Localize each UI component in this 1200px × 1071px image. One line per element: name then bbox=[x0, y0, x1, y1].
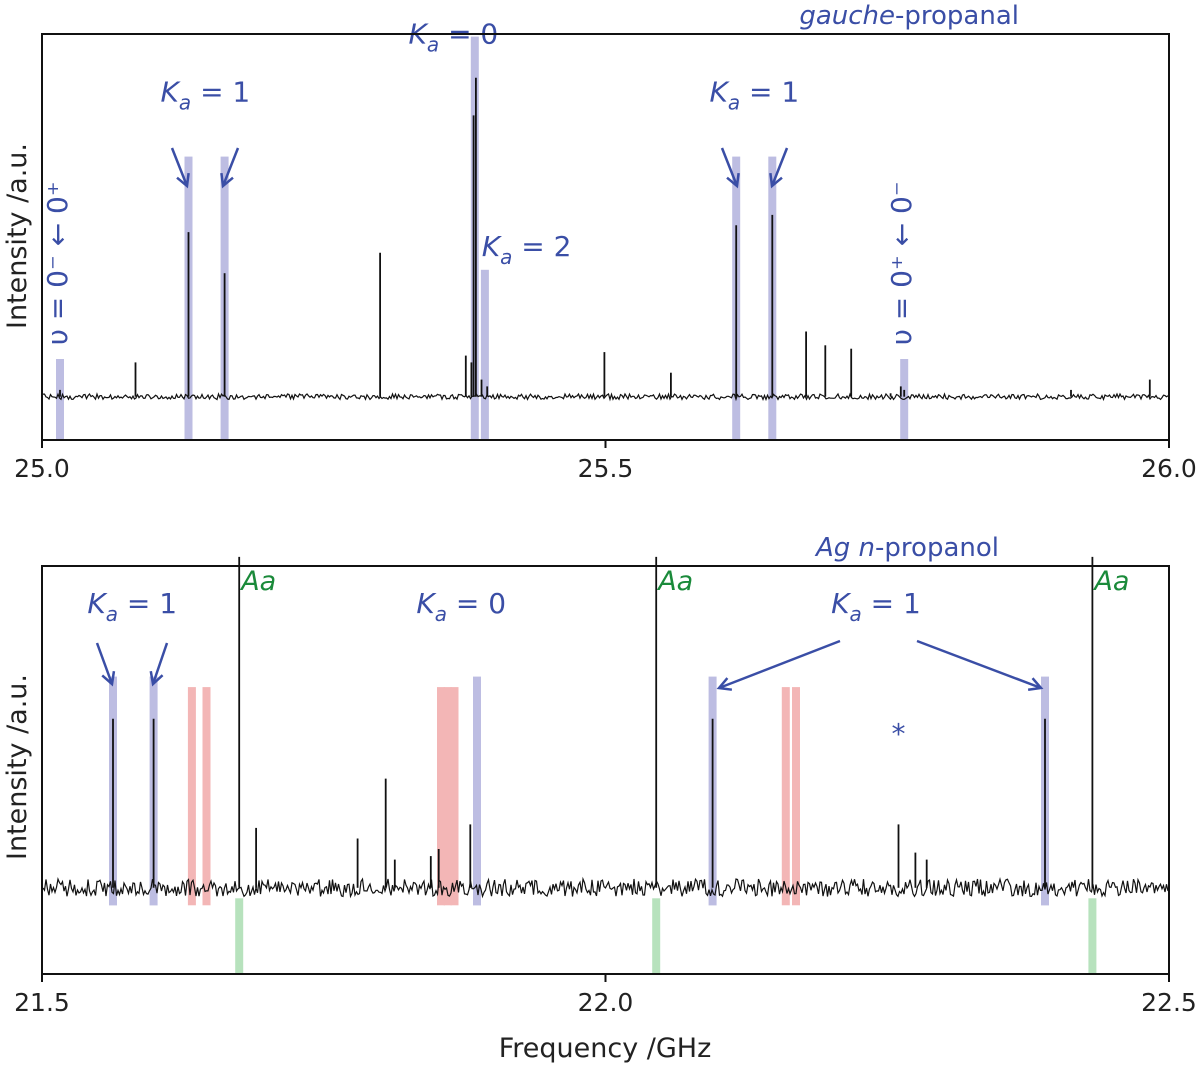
highlight-band-red bbox=[187, 687, 196, 906]
spectrum-trace bbox=[43, 392, 1169, 402]
annotation-arrow bbox=[720, 147, 739, 187]
x-tick-label: 22.5 bbox=[1141, 988, 1197, 1017]
asterisk-marker: * bbox=[892, 717, 906, 750]
vibrational-label: υ = 0⁺ ← 0⁻ bbox=[885, 181, 918, 345]
highlight-band-green bbox=[235, 898, 244, 974]
x-tick-label: 25.0 bbox=[14, 454, 70, 483]
aa-label: Aa bbox=[656, 566, 693, 597]
x-tick-label: 21.5 bbox=[14, 988, 70, 1017]
spectrum-trace bbox=[42, 876, 1169, 899]
x-tick-label: 26.0 bbox=[1141, 454, 1197, 483]
arrow-head bbox=[176, 172, 190, 189]
arrow-head bbox=[220, 172, 234, 189]
annotation-arrow bbox=[151, 642, 169, 685]
highlight-band-green bbox=[652, 898, 661, 974]
highlight-band-blue bbox=[56, 359, 64, 440]
panel-ag-n-propanol: Ag n-propanol Intensity /a.u. Ka = 1 Ka =… bbox=[2, 533, 1197, 1064]
y-axis-label: Intensity /a.u. bbox=[2, 143, 33, 329]
arrow-head bbox=[101, 670, 116, 687]
x-tick-label: 22.0 bbox=[578, 988, 634, 1017]
arrow-head bbox=[769, 172, 783, 189]
ka-annotation: Ka = 2 bbox=[482, 230, 572, 269]
highlight-band-blue bbox=[470, 36, 479, 440]
arrow-head bbox=[149, 670, 164, 687]
annotation-arrow bbox=[221, 147, 240, 187]
x-tick-label: 25.5 bbox=[578, 454, 634, 483]
ka-annotation: Ka = 0 bbox=[409, 17, 499, 56]
highlight-band-red bbox=[781, 687, 790, 906]
annotation-arrow bbox=[718, 639, 841, 690]
ka-annotation: Ka = 1 bbox=[161, 76, 251, 115]
ka-annotation: Ka = 1 bbox=[87, 587, 177, 626]
annotation-arrow bbox=[95, 642, 114, 685]
highlight-band-red bbox=[450, 687, 459, 906]
annotation-arrow bbox=[170, 147, 189, 187]
highlight-band-red bbox=[202, 687, 211, 906]
annotation-arrow bbox=[916, 639, 1042, 690]
plot-frame bbox=[41, 565, 1170, 975]
x-axis-label: Frequency /GHz bbox=[499, 1033, 712, 1064]
highlight-band-blue bbox=[473, 676, 481, 906]
aa-label: Aa bbox=[1092, 566, 1129, 597]
panel-title: Ag n-propanol bbox=[814, 533, 999, 563]
arrow-head bbox=[1027, 677, 1044, 692]
panel-title: gauche-propanal bbox=[799, 1, 1019, 31]
panel-gauche-propanal: gauche-propanal Intensity /a.u. Ka = 1 Ka… bbox=[2, 1, 1197, 483]
highlight-band-red bbox=[443, 687, 452, 906]
ka-annotation: Ka = 1 bbox=[831, 587, 921, 626]
y-axis-label: Intensity /a.u. bbox=[2, 674, 33, 860]
arrow-head bbox=[726, 172, 740, 189]
highlight-band-blue bbox=[480, 269, 489, 440]
vibrational-label: υ = 0⁻ ← 0⁺ bbox=[41, 181, 74, 345]
aa-label: Aa bbox=[239, 566, 276, 597]
arrow-head bbox=[716, 677, 733, 691]
annotation-arrow bbox=[770, 147, 789, 187]
highlight-band-green bbox=[1088, 898, 1097, 974]
highlight-band-red bbox=[437, 687, 445, 906]
highlight-band-red bbox=[792, 687, 800, 906]
ka-annotation: Ka = 0 bbox=[416, 587, 506, 626]
ka-annotation: Ka = 1 bbox=[709, 76, 799, 115]
